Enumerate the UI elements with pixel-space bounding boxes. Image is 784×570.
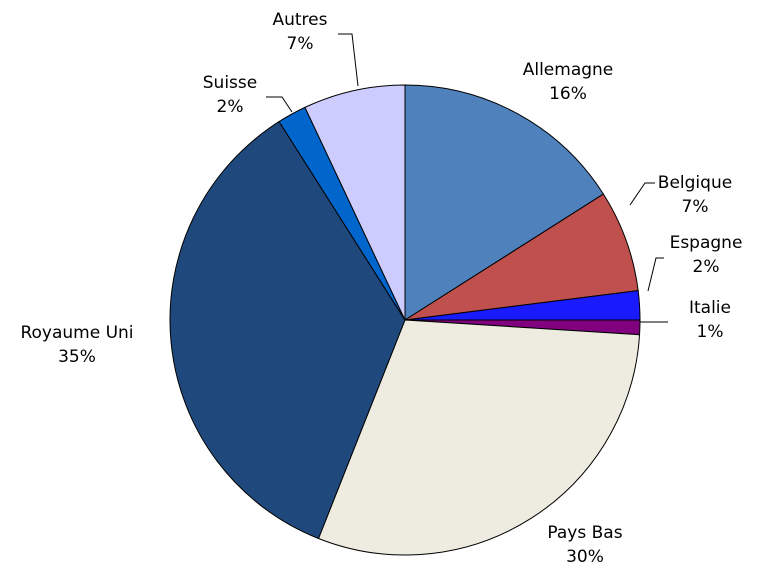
slice-label: Belgique <box>658 173 732 193</box>
slice-label: Italie <box>689 298 731 318</box>
slice-value-label: 1% <box>697 322 724 342</box>
pie-slice <box>317 319 641 556</box>
slice-label: Autres <box>272 10 327 30</box>
slice-value-label: 2% <box>217 97 244 117</box>
leader-line <box>266 96 293 113</box>
leader-line <box>338 33 359 87</box>
pie-slice <box>304 84 406 321</box>
slice-label: Royaume Uni <box>20 323 133 343</box>
slice-value-label: 7% <box>682 197 709 217</box>
slice-value-label: 7% <box>287 34 314 54</box>
slice-label: Allemagne <box>523 60 614 80</box>
slice-label: Suisse <box>203 73 257 93</box>
leader-line <box>629 182 655 206</box>
pie-slice <box>404 84 605 321</box>
slice-value-label: 16% <box>549 84 587 104</box>
pie-slice <box>404 193 639 321</box>
slice-label: Pays Bas <box>547 523 622 543</box>
pie-slice <box>169 120 406 540</box>
slice-value-label: 35% <box>58 347 96 367</box>
leader-line <box>647 257 664 292</box>
slice-value-label: 2% <box>693 257 720 277</box>
slice-value-label: 30% <box>566 547 604 567</box>
slice-label: Espagne <box>670 233 743 253</box>
